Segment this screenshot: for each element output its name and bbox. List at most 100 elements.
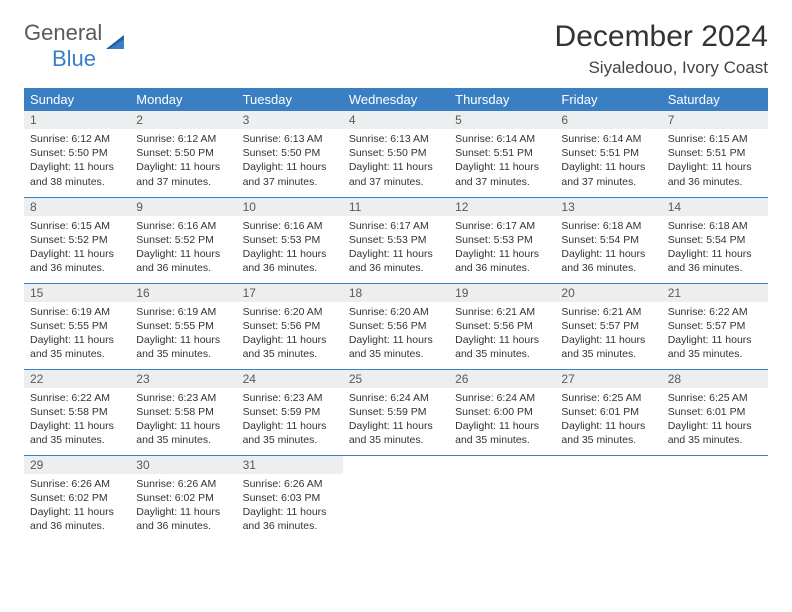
sunset-line: Sunset: 5:50 PM <box>30 146 124 160</box>
sunrise-line: Sunrise: 6:15 AM <box>30 219 124 233</box>
weekday-header: Friday <box>555 88 661 111</box>
day-number: 20 <box>555 284 661 302</box>
calendar-cell: 30Sunrise: 6:26 AMSunset: 6:02 PMDayligh… <box>130 455 236 541</box>
calendar-cell: 13Sunrise: 6:18 AMSunset: 5:54 PMDayligh… <box>555 197 661 283</box>
weekday-header-row: Sunday Monday Tuesday Wednesday Thursday… <box>24 88 768 111</box>
month-title: December 2024 <box>555 20 768 54</box>
daylight-line: Daylight: 11 hours and 37 minutes. <box>349 160 443 188</box>
day-number: 7 <box>662 111 768 129</box>
day-number: 27 <box>555 370 661 388</box>
daylight-line: Daylight: 11 hours and 35 minutes. <box>243 333 337 361</box>
sunrise-line: Sunrise: 6:23 AM <box>243 391 337 405</box>
calendar-cell: 2Sunrise: 6:12 AMSunset: 5:50 PMDaylight… <box>130 111 236 197</box>
day-body: Sunrise: 6:25 AMSunset: 6:01 PMDaylight:… <box>662 388 768 454</box>
day-number: 21 <box>662 284 768 302</box>
daylight-line: Daylight: 11 hours and 37 minutes. <box>455 160 549 188</box>
sunset-line: Sunset: 6:00 PM <box>455 405 549 419</box>
sunrise-line: Sunrise: 6:26 AM <box>136 477 230 491</box>
day-number: 9 <box>130 198 236 216</box>
day-body: Sunrise: 6:23 AMSunset: 5:58 PMDaylight:… <box>130 388 236 454</box>
weekday-header: Sunday <box>24 88 130 111</box>
sunset-line: Sunset: 5:59 PM <box>349 405 443 419</box>
daylight-line: Daylight: 11 hours and 36 minutes. <box>349 247 443 275</box>
location: Siyaledouo, Ivory Coast <box>555 58 768 78</box>
weekday-header: Saturday <box>662 88 768 111</box>
logo-icon <box>106 35 128 58</box>
day-number: 3 <box>237 111 343 129</box>
daylight-line: Daylight: 11 hours and 35 minutes. <box>136 419 230 447</box>
sunrise-line: Sunrise: 6:21 AM <box>561 305 655 319</box>
day-body: Sunrise: 6:24 AMSunset: 6:00 PMDaylight:… <box>449 388 555 454</box>
day-number: 5 <box>449 111 555 129</box>
calendar-row: 29Sunrise: 6:26 AMSunset: 6:02 PMDayligh… <box>24 455 768 541</box>
daylight-line: Daylight: 11 hours and 35 minutes. <box>561 333 655 361</box>
day-number: 19 <box>449 284 555 302</box>
weekday-header: Wednesday <box>343 88 449 111</box>
daylight-line: Daylight: 11 hours and 36 minutes. <box>668 160 762 188</box>
sunset-line: Sunset: 5:50 PM <box>349 146 443 160</box>
sunset-line: Sunset: 5:56 PM <box>455 319 549 333</box>
sunset-line: Sunset: 5:56 PM <box>349 319 443 333</box>
sunrise-line: Sunrise: 6:17 AM <box>455 219 549 233</box>
day-body: Sunrise: 6:15 AMSunset: 5:52 PMDaylight:… <box>24 216 130 282</box>
day-body: Sunrise: 6:26 AMSunset: 6:03 PMDaylight:… <box>237 474 343 540</box>
day-number: 12 <box>449 198 555 216</box>
day-number: 22 <box>24 370 130 388</box>
sunrise-line: Sunrise: 6:19 AM <box>136 305 230 319</box>
calendar-cell: 22Sunrise: 6:22 AMSunset: 5:58 PMDayligh… <box>24 369 130 455</box>
calendar-cell: 16Sunrise: 6:19 AMSunset: 5:55 PMDayligh… <box>130 283 236 369</box>
day-number: 29 <box>24 456 130 474</box>
sunrise-line: Sunrise: 6:25 AM <box>561 391 655 405</box>
daylight-line: Daylight: 11 hours and 36 minutes. <box>30 505 124 533</box>
weekday-header: Tuesday <box>237 88 343 111</box>
calendar-cell: 25Sunrise: 6:24 AMSunset: 5:59 PMDayligh… <box>343 369 449 455</box>
daylight-line: Daylight: 11 hours and 35 minutes. <box>455 419 549 447</box>
day-number: 24 <box>237 370 343 388</box>
sunset-line: Sunset: 5:53 PM <box>349 233 443 247</box>
day-number: 8 <box>24 198 130 216</box>
day-number: 2 <box>130 111 236 129</box>
sunset-line: Sunset: 6:01 PM <box>561 405 655 419</box>
day-number: 1 <box>24 111 130 129</box>
calendar-cell <box>662 455 768 541</box>
logo-text-blue: Blue <box>52 46 96 71</box>
sunrise-line: Sunrise: 6:26 AM <box>30 477 124 491</box>
sunrise-line: Sunrise: 6:14 AM <box>455 132 549 146</box>
calendar-cell: 17Sunrise: 6:20 AMSunset: 5:56 PMDayligh… <box>237 283 343 369</box>
logo: General Blue <box>24 20 128 72</box>
sunrise-line: Sunrise: 6:16 AM <box>136 219 230 233</box>
day-body: Sunrise: 6:14 AMSunset: 5:51 PMDaylight:… <box>449 129 555 195</box>
day-number: 26 <box>449 370 555 388</box>
daylight-line: Daylight: 11 hours and 36 minutes. <box>561 247 655 275</box>
sunset-line: Sunset: 6:02 PM <box>136 491 230 505</box>
day-number: 25 <box>343 370 449 388</box>
daylight-line: Daylight: 11 hours and 36 minutes. <box>455 247 549 275</box>
day-number: 11 <box>343 198 449 216</box>
calendar-cell: 9Sunrise: 6:16 AMSunset: 5:52 PMDaylight… <box>130 197 236 283</box>
day-body: Sunrise: 6:14 AMSunset: 5:51 PMDaylight:… <box>555 129 661 195</box>
daylight-line: Daylight: 11 hours and 36 minutes. <box>136 247 230 275</box>
calendar-cell: 1Sunrise: 6:12 AMSunset: 5:50 PMDaylight… <box>24 111 130 197</box>
sunrise-line: Sunrise: 6:24 AM <box>349 391 443 405</box>
day-body: Sunrise: 6:18 AMSunset: 5:54 PMDaylight:… <box>555 216 661 282</box>
calendar-cell: 4Sunrise: 6:13 AMSunset: 5:50 PMDaylight… <box>343 111 449 197</box>
calendar-cell: 29Sunrise: 6:26 AMSunset: 6:02 PMDayligh… <box>24 455 130 541</box>
sunset-line: Sunset: 5:50 PM <box>243 146 337 160</box>
topbar: General Blue December 2024 Siyaledouo, I… <box>24 20 768 78</box>
sunset-line: Sunset: 5:55 PM <box>30 319 124 333</box>
sunrise-line: Sunrise: 6:24 AM <box>455 391 549 405</box>
day-body: Sunrise: 6:21 AMSunset: 5:56 PMDaylight:… <box>449 302 555 368</box>
day-number: 4 <box>343 111 449 129</box>
sunset-line: Sunset: 5:53 PM <box>243 233 337 247</box>
day-number: 15 <box>24 284 130 302</box>
sunset-line: Sunset: 5:55 PM <box>136 319 230 333</box>
day-body: Sunrise: 6:16 AMSunset: 5:53 PMDaylight:… <box>237 216 343 282</box>
calendar-cell: 19Sunrise: 6:21 AMSunset: 5:56 PMDayligh… <box>449 283 555 369</box>
sunrise-line: Sunrise: 6:18 AM <box>561 219 655 233</box>
daylight-line: Daylight: 11 hours and 36 minutes. <box>243 505 337 533</box>
calendar-row: 8Sunrise: 6:15 AMSunset: 5:52 PMDaylight… <box>24 197 768 283</box>
calendar-cell: 7Sunrise: 6:15 AMSunset: 5:51 PMDaylight… <box>662 111 768 197</box>
day-body: Sunrise: 6:19 AMSunset: 5:55 PMDaylight:… <box>24 302 130 368</box>
daylight-line: Daylight: 11 hours and 35 minutes. <box>455 333 549 361</box>
daylight-line: Daylight: 11 hours and 38 minutes. <box>30 160 124 188</box>
